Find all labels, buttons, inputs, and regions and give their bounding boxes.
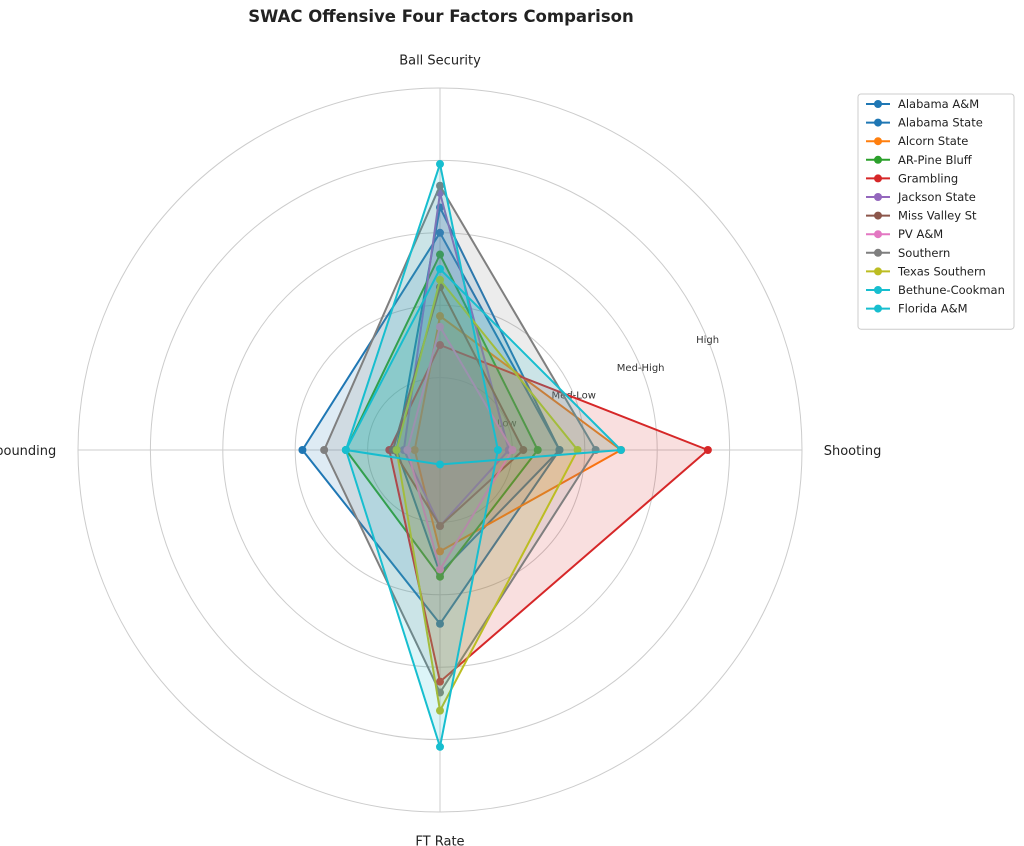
ring-label-high: High	[696, 335, 719, 346]
data-point-pv-a-m-ft-rate	[436, 565, 444, 574]
data-point-alcorn-state-off-rebounding	[410, 446, 419, 454]
legend-marker-ar-pine-bluff	[874, 155, 882, 164]
legend-label-alabama-a-m: Alabama A&M	[898, 97, 979, 111]
data-point-ar-pine-bluff-ft-rate	[436, 572, 444, 581]
axis-labels: Shooting Ball Security Off Rebounding FT Ra…	[0, 53, 881, 846]
data-point-pv-a-m-off-rebounding	[403, 446, 412, 454]
data-point-grambling-ball-security	[436, 341, 444, 350]
data-point-alcorn-state-ball-security	[436, 312, 444, 321]
legend-label-alcorn-state: Alcorn State	[898, 134, 968, 148]
data-point-miss-valley-st-ft-rate	[436, 522, 444, 531]
data-point-alabama-a-m-ball-security	[436, 228, 444, 237]
data-point-bethune-cookman-shooting	[617, 446, 625, 454]
data-point-texas-southern-shooting	[573, 446, 582, 454]
data-point-grambling-ft-rate	[436, 677, 444, 686]
legend-label-florida-a-m: Florida A&M	[898, 302, 968, 316]
legend-label-bethune-cookman: Bethune-Cookman	[898, 283, 1005, 297]
legend-label-miss-valley-st: Miss Valley St	[898, 209, 977, 223]
legend-label-southern: Southern	[898, 246, 950, 260]
series-area-alcorn-state	[414, 316, 621, 552]
data-point-florida-a-m-ft-rate	[436, 742, 444, 751]
radar-series	[298, 160, 712, 751]
data-point-texas-southern-ft-rate	[436, 706, 444, 715]
data-point-bethune-cookman-ft-rate	[436, 460, 444, 469]
legend-marker-alcorn-state	[874, 137, 882, 146]
legend-marker-alabama-state	[874, 118, 882, 127]
axis-label-shooting: Shooting	[824, 444, 882, 459]
data-point-pv-a-m-ball-security	[436, 322, 444, 331]
chart-title: SWAC Offensive Four Factors Comparison	[248, 7, 633, 26]
legend-marker-pv-a-m	[874, 230, 882, 239]
legend-label-jackson-state: Jackson State	[897, 190, 976, 204]
legend-marker-southern	[874, 248, 882, 257]
legend-label-ar-pine-bluff: AR-Pine Bluff	[898, 153, 973, 167]
data-point-alcorn-state-ft-rate	[436, 547, 444, 556]
data-point-ar-pine-bluff-ball-security	[436, 250, 444, 259]
axis-label-ft-rate: FT Rate	[415, 835, 464, 846]
series-area-florida-a-m	[345, 164, 498, 747]
axis-label-off-rebounding: Off Rebounding	[0, 444, 56, 459]
legend-label-pv-a-m: PV A&M	[898, 227, 943, 241]
data-point-miss-valley-st-shooting	[519, 446, 528, 454]
legend-marker-miss-valley-st	[874, 211, 882, 220]
data-point-pv-a-m-shooting	[508, 446, 517, 454]
data-point-texas-southern-ball-security	[436, 275, 444, 284]
data-point-florida-a-m-shooting	[493, 446, 502, 454]
data-point-alabama-a-m-off-rebounding	[298, 446, 307, 454]
ring-label-med-low: Med-Low	[552, 391, 596, 402]
data-point-southern-ball-security	[436, 181, 444, 190]
legend-box	[857, 93, 1015, 330]
series-area-pv-a-m	[407, 326, 513, 570]
legend: Alabama A&M Alabama State Alcorn State AR-P…	[857, 93, 1015, 330]
data-point-florida-a-m-ball-security	[436, 160, 444, 169]
data-point-alabama-state-shooting	[555, 446, 564, 454]
series-area-texas-southern	[396, 279, 578, 711]
legend-label-grambling: Grambling	[898, 171, 958, 185]
data-point-florida-a-m-off-rebounding	[341, 446, 350, 454]
legend-marker-texas-southern	[874, 267, 882, 276]
data-point-alabama-a-m-ft-rate	[436, 619, 444, 628]
legend-label-texas-southern: Texas Southern	[897, 264, 986, 278]
legend-marker-jackson-state	[874, 193, 882, 201]
data-point-ar-pine-bluff-shooting	[533, 446, 542, 454]
legend-marker-florida-a-m	[874, 304, 882, 313]
data-point-bethune-cookman-ball-security	[436, 265, 444, 273]
axis-label-ball-security: Ball Security	[399, 53, 481, 68]
legend-marker-grambling	[874, 174, 882, 183]
radar-grid: Low Med-Low Med-High High	[77, 87, 803, 813]
ring-label-low: Low	[497, 418, 517, 429]
legend-marker-bethune-cookman	[874, 286, 882, 294]
legend-marker-alabama-a-m	[874, 100, 882, 108]
series-area-miss-valley-st	[392, 287, 524, 526]
series-area-alabama-a-m	[302, 232, 560, 624]
data-point-grambling-shooting	[703, 446, 712, 454]
data-point-southern-off-rebounding	[320, 446, 329, 454]
data-point-texas-southern-off-rebounding	[392, 446, 401, 454]
ring-label-med-high: Med-High	[617, 363, 665, 374]
series-area-jackson-state	[403, 193, 509, 526]
legend-label-alabama-state: Alabama State	[898, 116, 983, 130]
